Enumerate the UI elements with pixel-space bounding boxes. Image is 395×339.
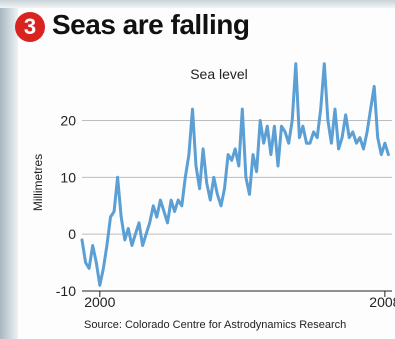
y-tick-label: 0 [68, 226, 76, 242]
y-tick-label: 10 [60, 169, 76, 185]
x-tick-label: 2008 [369, 294, 395, 310]
headline: Seas are falling [52, 9, 250, 40]
number-badge: 3 [15, 12, 45, 42]
series-line-sea-level [80, 62, 390, 287]
photo-edge-left [0, 0, 18, 339]
y-axis-label: Millimetres [31, 154, 45, 211]
photo-edge-top [0, 0, 395, 8]
y-tick-label: -10 [56, 283, 76, 299]
tick-labels: -10 0 10 20 2000 2008 [56, 113, 395, 310]
x-tick-label: 2000 [84, 294, 115, 310]
series-label: Sea level [190, 66, 248, 82]
gridlines [82, 120, 392, 292]
axes [82, 290, 392, 297]
y-tick-label: 20 [60, 113, 76, 129]
source-credit: Source: Colorado Centre for Astrodynamic… [84, 319, 347, 331]
